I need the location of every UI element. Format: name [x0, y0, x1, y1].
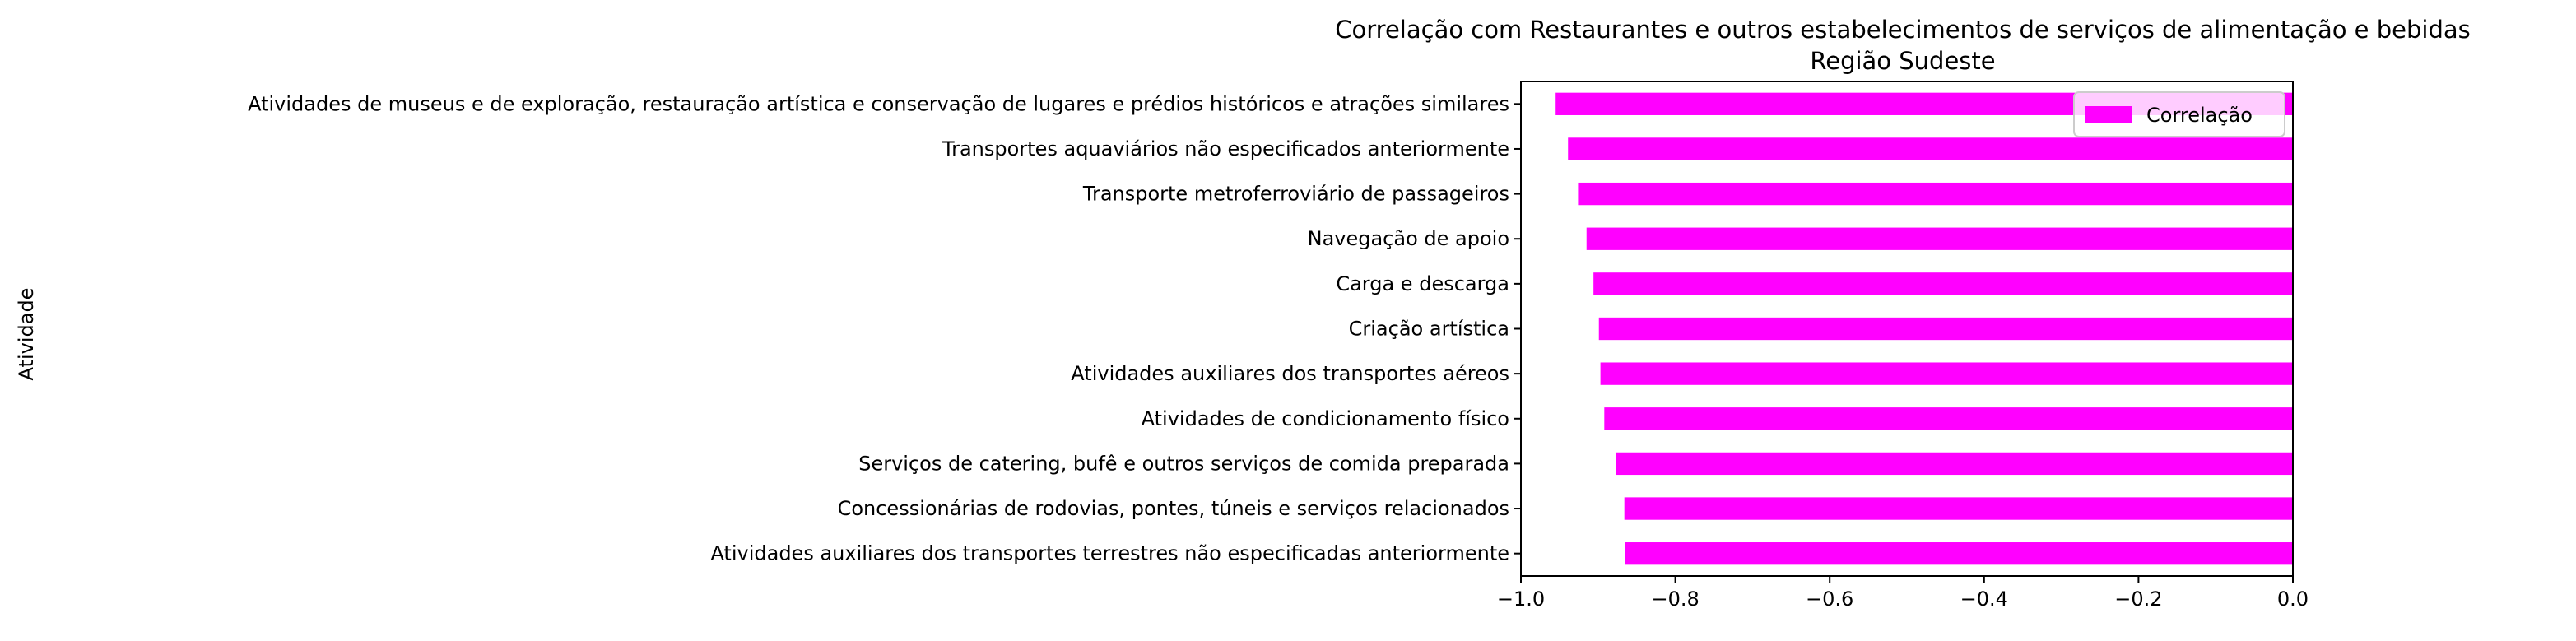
x-tick-label: −0.8	[1651, 588, 1699, 611]
x-tick-label: −0.4	[1960, 588, 2008, 611]
bar	[1578, 182, 2293, 206]
chart-title: Correlação com Restaurantes e outros est…	[1335, 16, 2470, 44]
bar	[1593, 272, 2293, 295]
bar	[1586, 227, 2293, 250]
y-tick-label: Criação artística	[1349, 318, 1509, 341]
y-ticks-group: Atividades de museus e de exploração, re…	[248, 92, 1521, 565]
bar	[1625, 542, 2293, 565]
y-tick-label: Atividades auxiliares dos transportes te…	[710, 542, 1509, 565]
legend-swatch	[2085, 106, 2132, 123]
y-tick-label: Concessionárias de rodovias, pontes, tún…	[838, 497, 1509, 520]
bar	[1604, 407, 2293, 430]
y-tick-label: Atividades auxiliares dos transportes aé…	[1071, 362, 1509, 385]
bar	[1568, 137, 2293, 160]
y-tick-label: Serviços de catering, bufê e outros serv…	[858, 452, 1509, 475]
bars-group	[1555, 92, 2293, 565]
x-tick-label: −0.6	[1806, 588, 1853, 611]
plot-frame	[1520, 81, 2294, 577]
bar	[1624, 497, 2293, 520]
bar	[1616, 452, 2293, 476]
y-tick-label: Atividades de condicionamento físico	[1142, 407, 1509, 430]
x-tick-label: 0.0	[2277, 588, 2309, 611]
y-tick-label: Transporte metroferroviário de passageir…	[1082, 183, 1509, 206]
x-tick-label: −0.2	[2114, 588, 2162, 611]
legend-box	[2073, 91, 2285, 137]
y-tick-label: Carga e descarga	[1336, 272, 1509, 295]
legend: Correlação	[2073, 91, 2285, 137]
x-tick-label: −1.0	[1497, 588, 1545, 611]
y-tick-label: Navegação de apoio	[1308, 227, 1509, 250]
y-tick-label: Transportes aquaviários não especificado…	[942, 137, 1509, 160]
x-ticks-group: −1.0 −0.8 −0.6 −0.4 −0.2 0.0	[1497, 576, 2309, 611]
y-axis-label: Atividade	[15, 288, 38, 381]
chart-subtitle: Região Sudeste	[1810, 47, 1995, 75]
legend-label-correlacao: Correlação	[2146, 104, 2253, 127]
bar	[1598, 317, 2293, 341]
y-tick-label: Atividades de museus e de exploração, re…	[248, 92, 1509, 115]
bar	[1600, 362, 2293, 385]
